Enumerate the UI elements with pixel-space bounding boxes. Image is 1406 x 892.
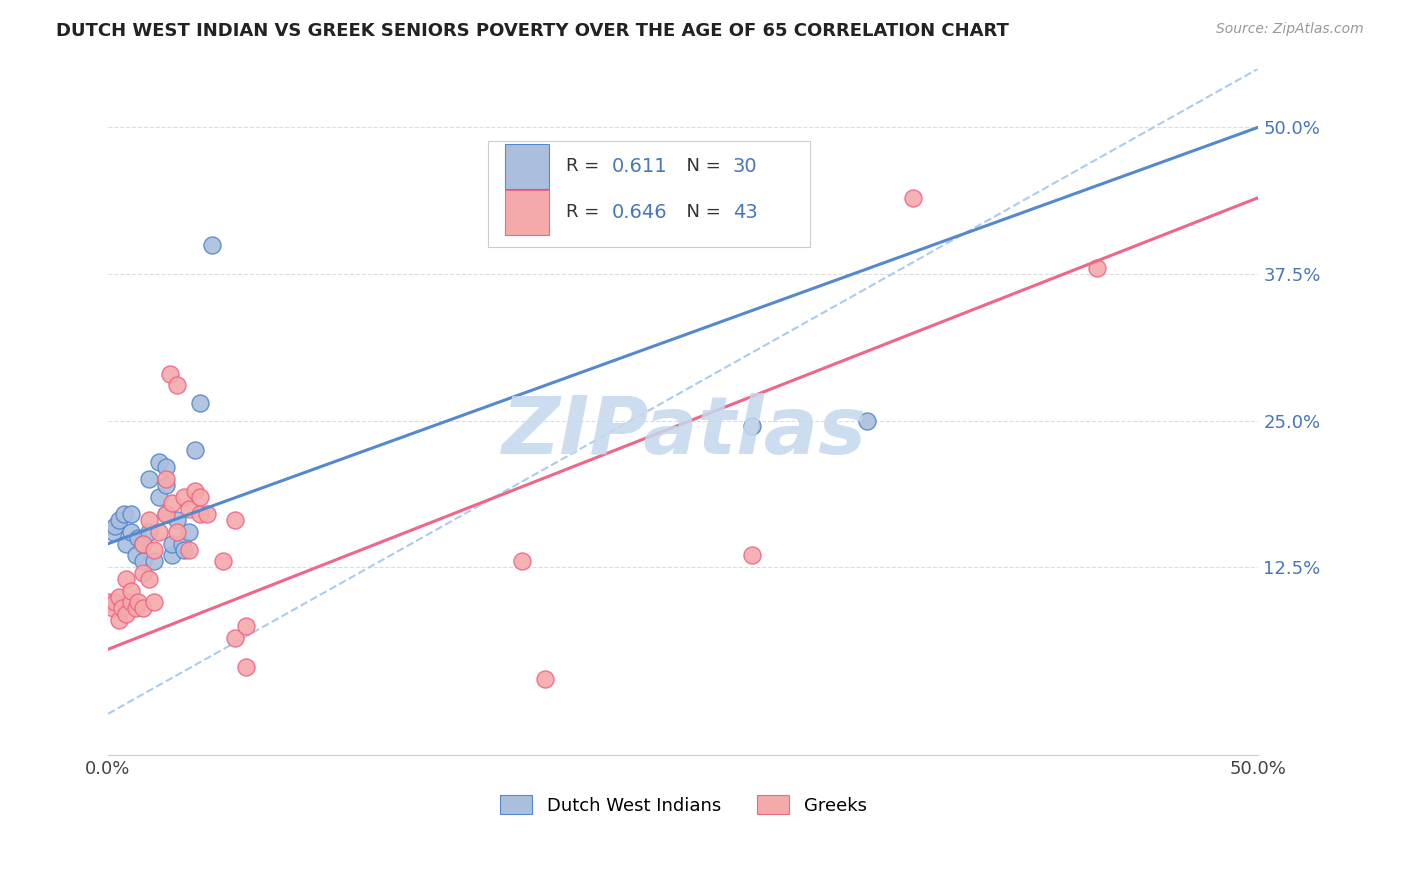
Point <box>155 460 177 475</box>
Point <box>112 508 135 522</box>
Point <box>177 542 200 557</box>
Point <box>166 513 188 527</box>
Point <box>166 378 188 392</box>
Point <box>166 524 188 539</box>
Point <box>1087 260 1109 275</box>
Point <box>224 631 246 645</box>
Point <box>155 508 177 522</box>
FancyBboxPatch shape <box>488 141 810 247</box>
Text: 43: 43 <box>733 202 758 222</box>
Point <box>162 496 184 510</box>
Point <box>162 549 184 563</box>
Text: ZIPatlas: ZIPatlas <box>501 393 866 471</box>
Point <box>101 524 124 539</box>
Point <box>120 583 142 598</box>
Text: 0.646: 0.646 <box>612 202 668 222</box>
Point <box>903 191 925 205</box>
Point <box>115 607 138 621</box>
Text: Source: ZipAtlas.com: Source: ZipAtlas.com <box>1216 22 1364 37</box>
Text: N =: N = <box>675 203 727 221</box>
Text: N =: N = <box>675 157 727 176</box>
Point <box>138 472 160 486</box>
Point <box>124 549 146 563</box>
Point <box>741 549 763 563</box>
Point <box>184 442 207 457</box>
Point <box>131 537 153 551</box>
FancyBboxPatch shape <box>505 190 548 235</box>
Point <box>115 537 138 551</box>
Point <box>108 590 131 604</box>
Point <box>131 554 153 568</box>
Text: R =: R = <box>565 203 605 221</box>
Text: 0.611: 0.611 <box>612 157 668 176</box>
Point <box>741 419 763 434</box>
Point <box>188 396 211 410</box>
Point <box>188 490 211 504</box>
Point <box>143 554 166 568</box>
Point <box>148 524 170 539</box>
Point <box>534 672 557 686</box>
Text: R =: R = <box>565 157 605 176</box>
Point <box>108 613 131 627</box>
Point <box>131 566 153 580</box>
Point <box>856 413 879 427</box>
Point <box>510 554 533 568</box>
Point <box>143 595 166 609</box>
Point <box>127 595 149 609</box>
Point <box>138 572 160 586</box>
Point <box>162 537 184 551</box>
Point <box>124 601 146 615</box>
Point <box>184 483 207 498</box>
Point <box>159 367 181 381</box>
Point <box>108 513 131 527</box>
Point <box>195 508 218 522</box>
Point <box>235 660 257 674</box>
Point <box>138 524 160 539</box>
Point <box>173 542 195 557</box>
Point <box>188 508 211 522</box>
Point <box>177 524 200 539</box>
Text: DUTCH WEST INDIAN VS GREEK SENIORS POVERTY OVER THE AGE OF 65 CORRELATION CHART: DUTCH WEST INDIAN VS GREEK SENIORS POVER… <box>56 22 1010 40</box>
Point <box>155 472 177 486</box>
Point <box>111 601 134 615</box>
Point <box>224 513 246 527</box>
Point <box>155 478 177 492</box>
Point <box>131 537 153 551</box>
Point <box>104 519 127 533</box>
Point <box>104 595 127 609</box>
Point <box>148 454 170 468</box>
Text: 30: 30 <box>733 157 758 176</box>
Point <box>235 619 257 633</box>
Point <box>212 554 235 568</box>
Point <box>148 490 170 504</box>
Point <box>143 542 166 557</box>
Point <box>131 601 153 615</box>
Point <box>120 595 142 609</box>
Point <box>127 531 149 545</box>
Point <box>138 513 160 527</box>
Point <box>170 537 193 551</box>
Point <box>101 601 124 615</box>
Point <box>120 508 142 522</box>
Point <box>200 237 222 252</box>
Point <box>155 508 177 522</box>
Legend: Dutch West Indians, Greeks: Dutch West Indians, Greeks <box>499 795 868 814</box>
FancyBboxPatch shape <box>505 144 548 188</box>
Point <box>97 595 120 609</box>
Point <box>177 501 200 516</box>
Point <box>120 524 142 539</box>
Point <box>115 572 138 586</box>
Point <box>173 490 195 504</box>
